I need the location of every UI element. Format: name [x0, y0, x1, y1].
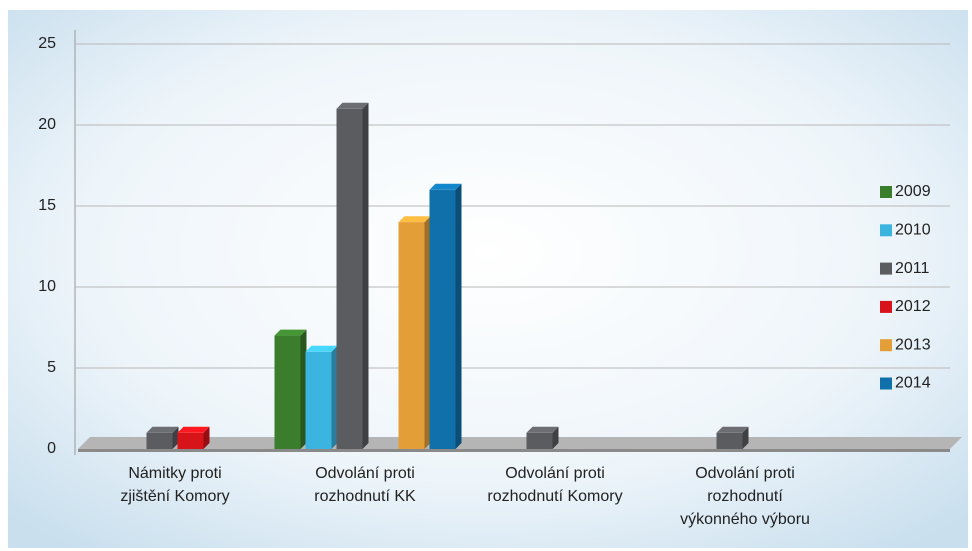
legend-label: 2009: [895, 183, 931, 200]
bar: [398, 222, 425, 449]
bar-side: [331, 345, 338, 449]
bar-side: [742, 426, 749, 449]
x-tick-label: Odvolání proti: [505, 465, 605, 482]
y-tick-label: 15: [38, 197, 56, 214]
bar-side: [424, 216, 431, 449]
legend-swatch: [880, 186, 892, 198]
legend-label: 2013: [895, 336, 931, 353]
bar: [526, 432, 553, 449]
bar: [429, 189, 456, 450]
floor-edge: [78, 449, 950, 452]
x-tick-label: výkonného výboru: [680, 511, 810, 528]
bar-top: [398, 216, 431, 223]
legend-label: 2010: [895, 222, 931, 239]
legend-swatch: [880, 224, 892, 237]
y-tick-label: 0: [47, 440, 56, 457]
x-tick-label: zjištění Komory: [120, 488, 229, 505]
bar-top: [305, 345, 338, 352]
bar-side: [362, 102, 369, 450]
x-tick-label: rozhodnutí: [707, 488, 783, 505]
y-tick-label: 10: [38, 278, 56, 295]
bar-top: [274, 329, 307, 336]
legend-swatch: [880, 300, 892, 313]
legend-label: 2014: [895, 375, 931, 392]
bar-top: [336, 102, 369, 109]
legend-label: 2011: [895, 260, 930, 277]
floor-top: [78, 437, 962, 449]
bar: [146, 432, 173, 449]
bar: [336, 108, 363, 450]
y-tick-label: 25: [38, 35, 56, 52]
legend-swatch: [880, 339, 892, 352]
x-tick-label: rozhodnutí KK: [314, 488, 416, 505]
bar: [177, 432, 204, 449]
x-tick-label: Námitky proti: [128, 465, 221, 482]
bar: [305, 351, 332, 449]
bar-top: [146, 426, 179, 433]
bar-side: [300, 329, 307, 449]
x-tick-label: Odvolání proti: [315, 465, 415, 482]
bar-top: [526, 426, 559, 433]
bar-side: [552, 426, 559, 449]
bar: [274, 335, 301, 449]
plot-background: [8, 10, 968, 548]
bar-top: [429, 183, 462, 190]
bar-side: [455, 183, 462, 450]
legend-label: 2012: [895, 298, 931, 315]
y-tick-label: 5: [47, 359, 56, 376]
bar-side: [172, 426, 179, 449]
x-tick-label: Odvolání proti: [695, 465, 795, 482]
bar-top: [177, 426, 210, 433]
bar-top: [716, 426, 749, 433]
bar: [716, 432, 743, 449]
legend-swatch: [880, 377, 892, 390]
y-tick-label: 20: [38, 116, 56, 133]
x-tick-label: rozhodnutí Komory: [487, 488, 622, 505]
legend-swatch: [880, 262, 892, 275]
bar-side: [203, 426, 210, 449]
